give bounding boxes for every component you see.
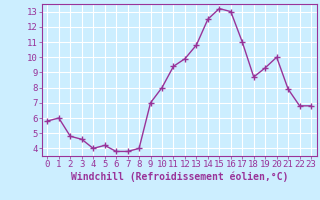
- X-axis label: Windchill (Refroidissement éolien,°C): Windchill (Refroidissement éolien,°C): [70, 172, 288, 182]
